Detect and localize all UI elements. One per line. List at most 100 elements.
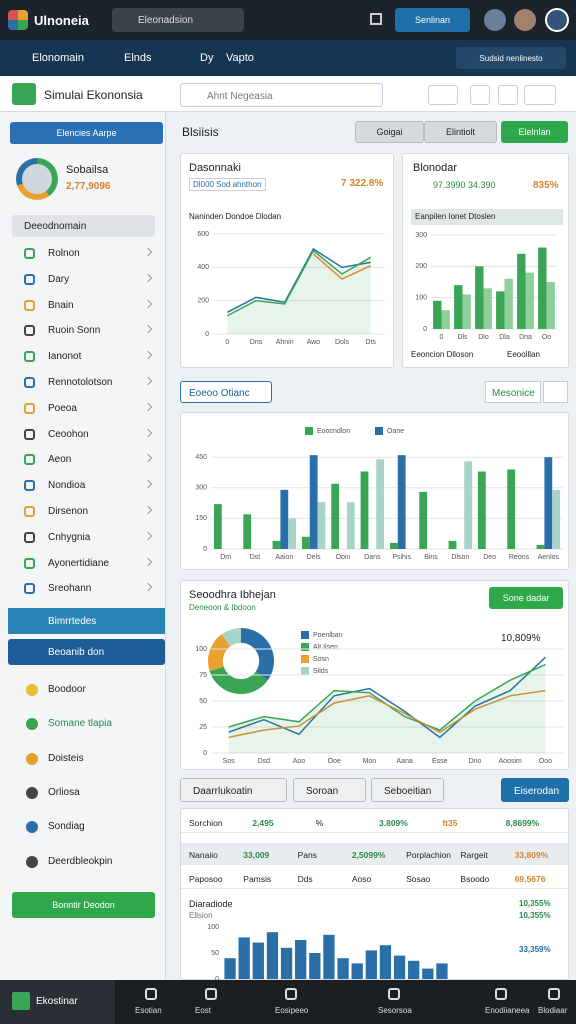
nav-button[interactable]: Sudsid nenlinesto xyxy=(456,47,566,69)
table-cell: Dds xyxy=(297,874,313,884)
menu-item[interactable]: Boodoor xyxy=(48,684,86,695)
chevron xyxy=(143,247,153,257)
profile-name: Sobailsa xyxy=(66,164,109,176)
dropdown[interactable]: Eoeoo Otianc xyxy=(180,381,272,403)
chevron xyxy=(143,454,153,463)
menu-item-active[interactable]: Beoanib don xyxy=(8,639,165,665)
icon-button[interactable] xyxy=(428,85,458,105)
bar xyxy=(544,457,553,549)
menu-item[interactable]: Somane tlapia xyxy=(48,718,112,730)
bottom-tab[interactable]: Eost xyxy=(195,1006,212,1015)
icon xyxy=(285,988,297,1000)
x-tick-label: Dts xyxy=(365,339,376,346)
chevron xyxy=(143,557,153,566)
menu-icon xyxy=(24,557,35,569)
button[interactable]: Daarrlukoatin xyxy=(180,778,287,802)
menu-item[interactable]: Nondioa xyxy=(48,480,86,492)
legend-swatch xyxy=(301,655,309,663)
chart: 0 50 100 xyxy=(207,924,448,981)
legend-swatch xyxy=(301,667,309,675)
menu-item[interactable]: Ruoin Sonn xyxy=(48,325,101,337)
button[interactable]: Bonntir Deodon xyxy=(12,892,155,918)
avatar[interactable] xyxy=(514,9,536,31)
bar xyxy=(538,247,547,329)
bottom-tab[interactable]: Enodiianeea xyxy=(485,1006,530,1015)
card: 0 150 300 450 Dm Dst Aaion Dels Ooin Dans Psihis Bi… xyxy=(180,412,569,570)
menu-item[interactable]: Ayonertidiane xyxy=(48,557,109,569)
menu-item[interactable]: Ceoohon xyxy=(48,428,89,440)
icon-button[interactable] xyxy=(524,85,556,105)
avatar[interactable] xyxy=(484,9,506,31)
table: Sorchion 2,495% 3.809% ft35 8,8699% Nanaiio 33… xyxy=(180,808,569,981)
dropdown[interactable]: Elencies Aarpe xyxy=(10,122,163,144)
bar xyxy=(552,489,561,549)
chart: 0 25 50 75 100 Sos Dsd Aoo Ooe Mon Aana Esse Dno Aoos… xyxy=(195,646,563,765)
menu-item[interactable]: Orliosa xyxy=(48,786,80,798)
close-button[interactable] xyxy=(543,381,568,403)
menu-item[interactable]: Sreohann xyxy=(48,583,92,595)
dropdown[interactable]: Mesonice xyxy=(485,381,541,403)
menu-icon xyxy=(26,786,38,799)
menu-item[interactable]: Dirsenon xyxy=(48,506,89,517)
button[interactable]: Elelnlan xyxy=(501,121,568,143)
nav-item[interactable]: Vapto xyxy=(226,52,254,64)
y-tick-label: 400 xyxy=(197,264,209,271)
bottom-tab[interactable]: Blodiaar xyxy=(538,1006,568,1015)
bar xyxy=(213,504,222,549)
x-tick-label: Reons xyxy=(509,554,530,561)
table-row xyxy=(181,843,568,865)
button[interactable]: Senlinan xyxy=(395,8,470,32)
bar xyxy=(243,514,252,549)
nav-item[interactable]: Elonomain xyxy=(32,52,84,64)
menu-item[interactable]: Sondiag xyxy=(48,821,85,833)
menu-item[interactable]: Rolnon xyxy=(48,248,80,259)
chart: 0 200 400 600 0 Dns Ahnin Awo Dols Dts xyxy=(197,231,385,346)
icon-button[interactable] xyxy=(498,85,518,105)
menu-item[interactable]: Cnhygnia xyxy=(48,531,91,543)
button[interactable]: Soroan xyxy=(293,778,366,802)
x-tick-label: Bins xyxy=(424,554,438,561)
menu-item[interactable]: Deerdbleokpin xyxy=(48,855,113,867)
menu-item-active[interactable]: Bimrrtedes xyxy=(8,608,165,634)
x-tick-label: Ooo xyxy=(539,758,552,765)
logo xyxy=(8,10,28,30)
menu-item[interactable]: Dary xyxy=(48,273,70,285)
input[interactable]: Ahnt Negeasia xyxy=(180,83,383,107)
icon[interactable] xyxy=(370,13,382,25)
y-tick-label: 0 xyxy=(215,976,219,981)
nav-item[interactable]: Dy xyxy=(200,52,214,64)
menu-item[interactable]: Poeoa xyxy=(48,402,77,414)
bottom-tab[interactable]: Ekostinar xyxy=(36,996,78,1007)
button[interactable]: Sone dadar xyxy=(489,587,563,609)
button[interactable]: Goigai xyxy=(355,121,424,143)
menu-icon xyxy=(26,718,38,731)
menu-item[interactable]: Doisteis xyxy=(48,752,84,764)
nav-item[interactable]: Elnds xyxy=(124,52,152,64)
bottom-tab[interactable]: Eosipeeo xyxy=(275,1006,309,1015)
menu-item[interactable]: Aeon xyxy=(48,454,72,466)
x-tick-label: Sos xyxy=(223,758,236,765)
bar xyxy=(475,266,484,329)
bottom-tab[interactable]: Esotian xyxy=(135,1006,162,1015)
pie-slice xyxy=(208,634,231,672)
bar xyxy=(436,963,448,979)
x-tick-label: Dlson xyxy=(451,554,469,561)
x-tick-label: Deo xyxy=(483,554,496,561)
button[interactable]: Eiserodan xyxy=(501,778,569,802)
menu-item[interactable]: Bnain xyxy=(48,299,74,311)
x-tick-label: Aoo xyxy=(293,758,306,765)
menu-item[interactable]: Ianonot xyxy=(48,351,82,363)
bottom-tab[interactable]: Sesorsoa xyxy=(378,1006,412,1015)
icon-button[interactable] xyxy=(470,85,490,105)
chevron xyxy=(143,402,153,412)
search[interactable]: Eleonadsion xyxy=(112,8,244,32)
bar xyxy=(422,968,434,979)
table-cell: Paposoo xyxy=(189,874,223,884)
menu-item[interactable]: Rennotolotson xyxy=(48,377,113,388)
app-name: Ulnoneia xyxy=(34,13,89,28)
button[interactable]: Elintiolt xyxy=(424,121,497,143)
bar xyxy=(536,544,545,549)
button[interactable]: Seboeitian xyxy=(371,778,444,802)
avatar[interactable] xyxy=(545,8,569,32)
card-footer: Eeoolllan xyxy=(507,350,540,359)
